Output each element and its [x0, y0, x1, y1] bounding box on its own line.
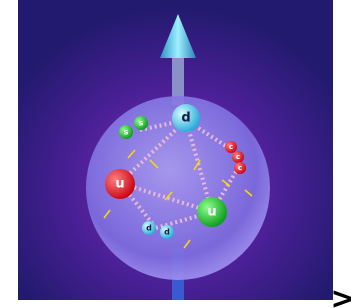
quark-label: s — [124, 128, 129, 137]
edge-glyph: > — [330, 282, 351, 308]
quark-label: u — [207, 205, 216, 220]
page: d u u s s d d c c c > (() => { const dat… — [0, 0, 351, 308]
illustration: d u u s s d d c c c > — [0, 0, 351, 308]
quark-label: c — [236, 153, 240, 161]
quark-label: d — [181, 111, 190, 126]
quark-label: d — [164, 228, 170, 237]
quark-label: s — [139, 119, 144, 128]
quark-label: c — [238, 164, 242, 172]
quark-label: c — [229, 143, 233, 151]
quark-label: d — [146, 224, 152, 233]
quark-label: u — [115, 177, 124, 192]
